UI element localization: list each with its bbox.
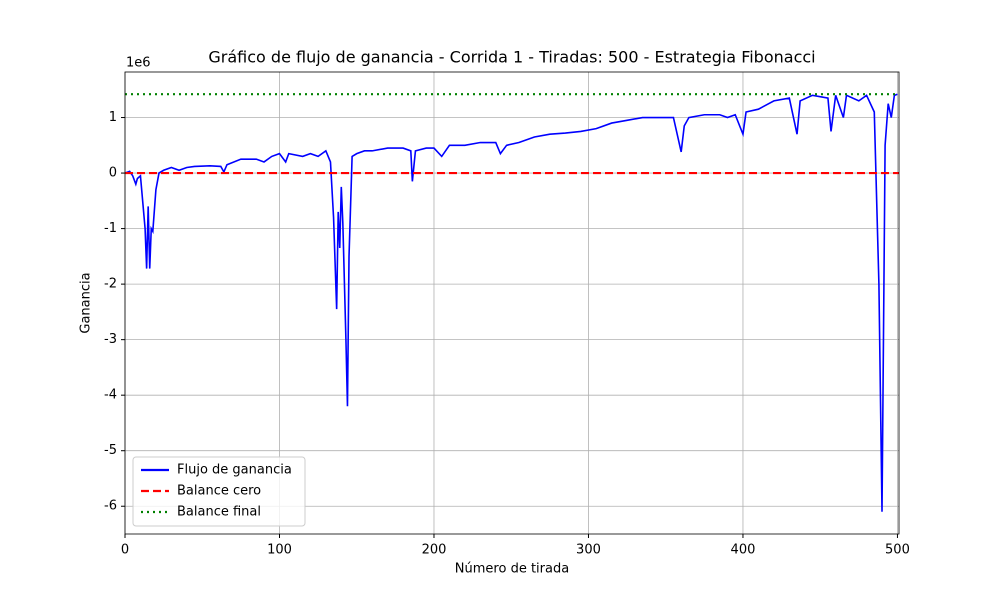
x-tick-label: 300 — [576, 543, 601, 558]
y-axis-label: Ganancia — [79, 272, 94, 333]
legend-label: Balance cero — [177, 484, 261, 499]
y-tick-label: -5 — [104, 443, 117, 458]
data-line — [124, 93, 898, 512]
y-tick-label: -3 — [104, 332, 117, 347]
legend-label: Balance final — [177, 505, 261, 520]
chart-title: Gráfico de flujo de ganancia - Corrida 1… — [208, 48, 815, 67]
y-tick-label: -4 — [104, 388, 117, 403]
x-axis-label: Número de tirada — [455, 562, 569, 577]
y-tick-label: 0 — [109, 166, 117, 181]
legend-label: Flujo de ganancia — [177, 463, 292, 478]
y-tick-label: -1 — [104, 221, 117, 236]
plot-frame — [124, 71, 900, 535]
x-tick-label: 200 — [422, 543, 447, 558]
x-tick-label: 100 — [267, 543, 292, 558]
y-tick-label: -6 — [104, 499, 117, 514]
y-offset: 1e6 — [126, 56, 151, 71]
x-tick-label: 400 — [731, 543, 756, 558]
legend-box — [132, 456, 306, 527]
y-tick-label: 1 — [109, 110, 117, 125]
x-tick-label: 500 — [885, 543, 910, 558]
y-tick-label: -2 — [104, 277, 117, 292]
x-tick-label: 0 — [121, 543, 129, 558]
